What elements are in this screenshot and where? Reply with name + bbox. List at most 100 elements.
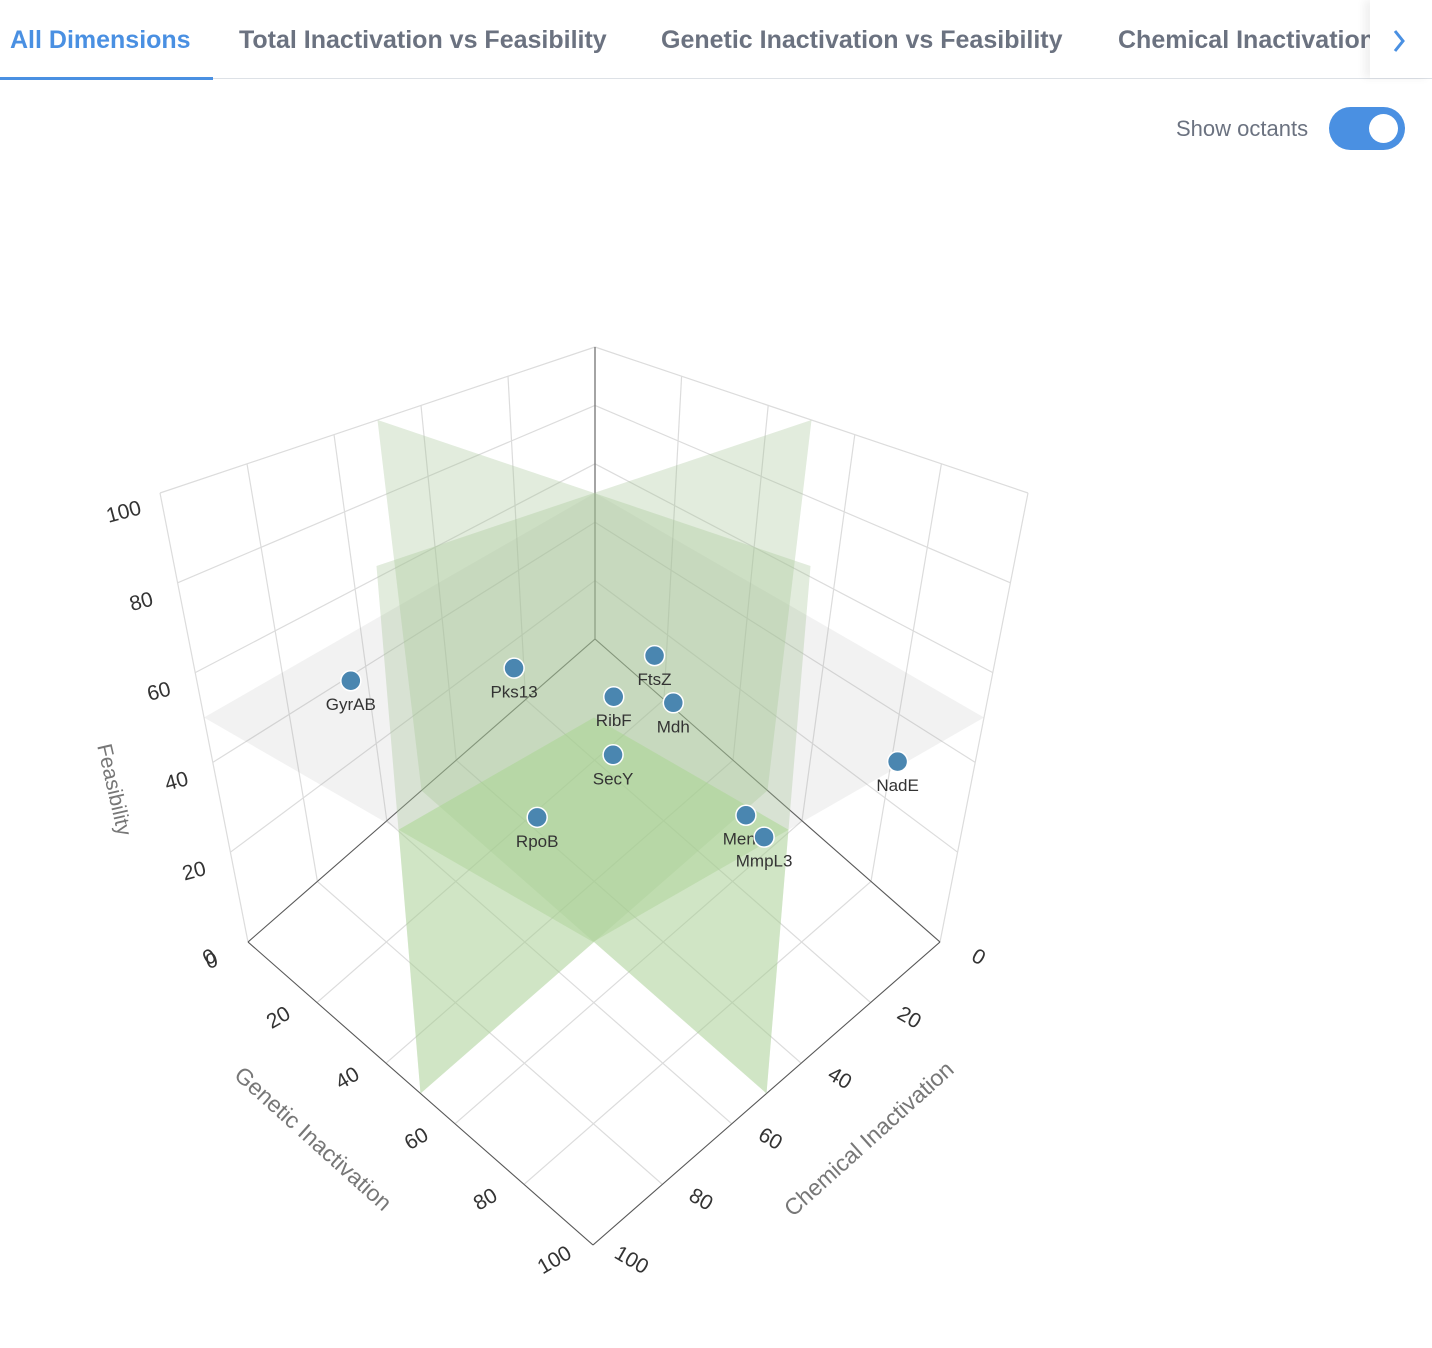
point-label: MmpL3 [736,852,793,871]
grid-line [316,699,665,1004]
grid-line [663,376,683,700]
grid-line [594,404,1011,584]
active-underline [0,77,213,80]
octant-plane [377,420,811,1094]
point [526,806,548,829]
y-tick-label: 80 [685,1184,717,1216]
octant-highlight [377,420,811,1094]
grid-line [386,820,733,1125]
point-label: RibF [596,711,632,730]
y-tick-label: 100 [611,1241,653,1278]
point [662,692,685,714]
x-tick-label: 0 [199,944,221,970]
grid-line [592,941,941,1246]
x-tick-label: 20 [263,1002,295,1034]
tab-bar: All Dimensions Total Inactivation vs Fea… [0,0,1432,80]
grid-line [594,638,941,943]
point [643,644,666,667]
grid-line [385,759,734,1064]
tab[interactable]: Genetic Inactivation vs Feasibility [661,26,1063,54]
octant-highlight [398,717,594,1094]
tab[interactable]: Total Inactivation vs Feasibility [239,26,607,54]
z-tick-label: 0 [203,948,220,973]
grid-line [507,376,527,700]
tab[interactable]: Chemical Inactivation vs Feasibility [1118,26,1370,54]
axis-line [592,941,941,1246]
point-label: SecY [593,769,634,788]
grid-line [420,405,457,761]
grid-line [333,434,388,821]
y-tick-label: 0 [968,944,990,970]
grid-line [594,463,994,674]
toggle-label: Show octants [1176,116,1309,141]
x-tick-label: 40 [332,1063,364,1095]
axis-line [594,638,941,943]
octant-highlight [398,717,789,942]
x-tick-label: 60 [401,1123,433,1155]
point [503,657,525,679]
scroll-arrow[interactable] [1370,0,1432,78]
grid-line [525,699,871,1004]
y-tick-label: 40 [824,1063,856,1095]
grid-line [454,820,803,1125]
z-tick-label: 40 [162,767,191,795]
grid-line [594,346,1029,494]
axis-line [247,941,594,1246]
z-axis-title: Feasibility [92,742,136,839]
octant-highlight [376,420,812,1094]
point [886,750,909,773]
point-label: NadE [876,776,919,795]
z-tick-label: 80 [127,588,156,616]
grid-line [594,521,976,763]
point-label: RpoB [516,832,559,851]
grid-line [939,492,1029,943]
point-label: MenG [723,830,769,849]
z-tick-label: 60 [145,678,174,706]
point [753,826,775,848]
octant-plane [204,493,984,942]
grid-line [247,638,596,943]
grid-line [801,434,856,821]
axis-line [247,638,596,943]
octant-plane [376,420,812,1094]
y-tick-label: 20 [893,1002,925,1034]
grid-line [194,463,596,674]
y-axis-title: Chemical Inactivation [779,1056,959,1222]
point [603,685,625,708]
y-tick-label: 60 [754,1123,786,1155]
grid-line [159,492,249,943]
tab[interactable]: All Dimensions [10,26,191,54]
grid-line [230,580,596,853]
point [602,744,624,766]
x-axis-title: Genetic Inactivation [230,1061,398,1215]
point-label: FtsZ [638,670,672,689]
grid-line [317,880,663,1185]
grid-line [247,638,596,943]
chevron-path [1393,30,1405,52]
grid-line [246,463,318,882]
grid-line [594,638,941,943]
grid-line [177,404,596,584]
z-tick-label: 20 [180,857,209,885]
grid-line [594,580,958,853]
point [735,804,757,826]
grid-line [212,521,596,763]
tab-clip: Chemical Inactivation vs Feasibility [1100,0,1370,78]
x-tick-label: 100 [534,1241,576,1278]
point-label: Mdh [657,717,690,736]
grid-line [455,759,802,1064]
x-tick-label: 80 [470,1184,502,1216]
grid-line [159,346,596,494]
grid-line [732,405,769,761]
chevron [1393,30,1405,52]
toggle-knob [1369,114,1398,143]
z-tick-label: 100 [104,496,144,527]
point [340,669,362,692]
toggle[interactable] [1329,107,1405,150]
octant-highlight [594,717,789,1094]
grid-line [247,941,594,1246]
point-label: GyrAB [326,695,376,714]
point-label: Pks13 [490,683,537,702]
